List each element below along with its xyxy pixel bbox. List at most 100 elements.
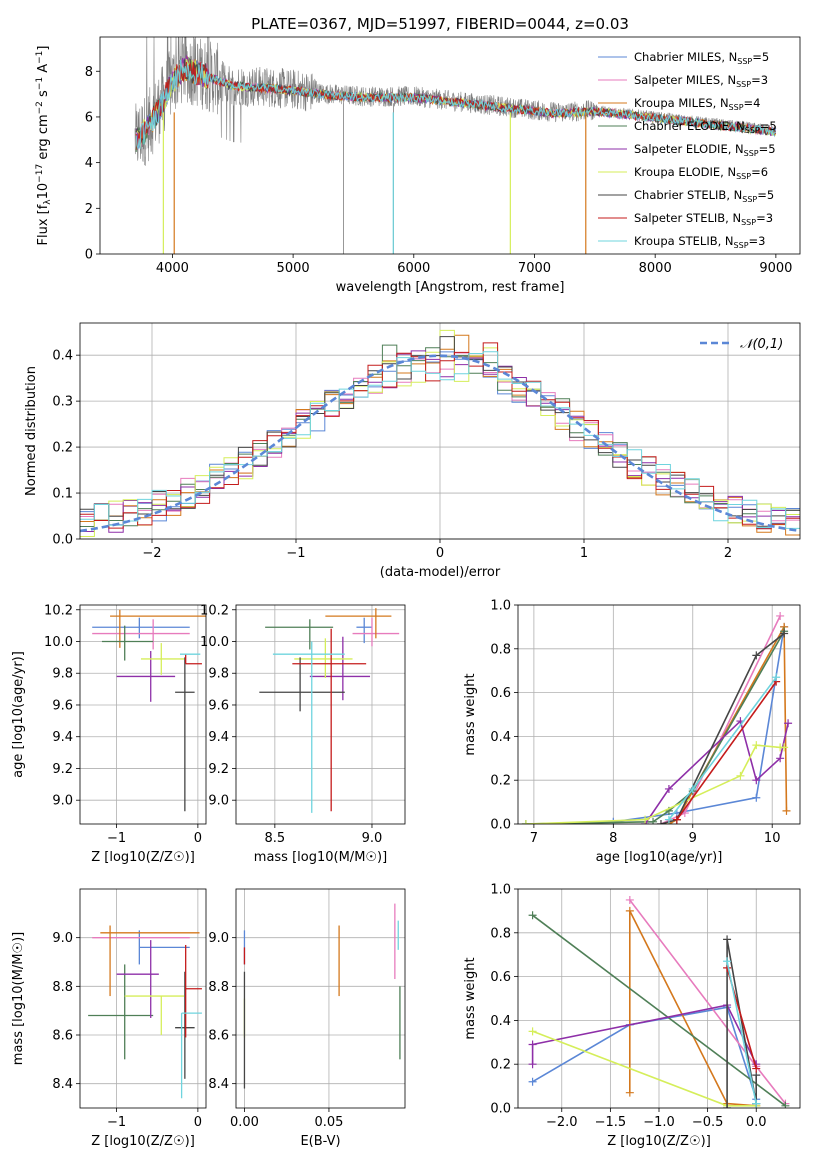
legend-name: Salpeter STELIB, N <box>634 211 741 225</box>
y-label-part: s <box>36 90 51 101</box>
weight-marker-2 <box>625 906 634 915</box>
weight-marker-3 <box>781 1101 790 1108</box>
axes-frame <box>235 604 406 825</box>
tick-label-y: 8 <box>85 65 93 80</box>
legend-name: Kroupa MILES, N <box>634 96 729 110</box>
tick-label-y: 9.0 <box>208 931 229 946</box>
tick-label-y: 0.6 <box>490 970 511 985</box>
weight-marker-2 <box>782 806 791 815</box>
axes-mass-weight-vs-Z: −2.0 −1.5 −1.0 −0.5 0.0 0.0 0.2 0.4 0.6 0.8 1.0 Z [… <box>463 883 801 1149</box>
plot-area-mass-vs-EBV <box>243 903 401 1089</box>
tick-label-x: 2 <box>724 546 732 561</box>
tick-label-x: 8.5 <box>265 831 286 846</box>
legend-label-0: Chabrier MILES, NSSP=5 <box>634 50 769 66</box>
weight-line-3 <box>525 630 785 824</box>
weight-marker-8 <box>723 957 732 966</box>
plot-area-residuals <box>80 329 800 537</box>
tick-label-y: 0.3 <box>52 395 73 410</box>
legend-label-1: Salpeter MILES, NSSP=3 <box>634 73 768 89</box>
legend-label-4: Salpeter ELODIE, NSSP=5 <box>634 142 776 158</box>
page-title: PLATE=0367, MJD=51997, FIBERID=0044, z=0… <box>251 15 629 33</box>
legend-sub: SSP <box>745 126 760 135</box>
legend-nssp: =3 <box>751 73 768 87</box>
x-axis-label: age [log10(age/yr)] <box>596 850 723 865</box>
y-label-part: −2 <box>35 101 45 114</box>
legend-nssp: =4 <box>744 96 761 110</box>
legend: Chabrier MILES, NSSP=5 Salpeter MILES, NS… <box>598 50 777 250</box>
axes-mass-vs-Z: −1 0 8.4 8.6 8.8 9.0 Z [log10(Z/Z☉)] mass [log1… <box>11 888 207 1149</box>
tick-label-y: 8.8 <box>52 980 73 995</box>
axes-age-vs-mass: 8.5 9.0 9.0 9.2 9.4 9.6 9.8 10.0 10.2 mass [log10… <box>200 603 406 865</box>
tick-label-x: 0 <box>194 831 202 846</box>
tick-label-y: 9.4 <box>208 730 229 745</box>
weight-marker-8 <box>772 673 781 682</box>
legend-name: Kroupa ELODIE, N <box>634 165 736 179</box>
tick-label-x: −2 <box>142 546 161 561</box>
weight-marker-6 <box>723 1104 732 1108</box>
plot-area-mass-weight-vs-Z <box>528 895 790 1108</box>
tick-label-y: 0.4 <box>490 730 511 745</box>
weight-marker-5 <box>736 771 745 780</box>
tick-label-x: 9 <box>689 831 697 846</box>
legend-sub: SSP <box>737 57 752 66</box>
tick-label-y: 9.0 <box>52 794 73 809</box>
x-axis-label: wavelength [Angstrom, rest frame] <box>336 280 565 295</box>
tick-label-y: 8.4 <box>208 1077 229 1092</box>
y-label-part: ] <box>36 46 51 51</box>
weight-line-1 <box>660 615 781 824</box>
axes-frame <box>79 322 801 540</box>
tick-label-y: 8.6 <box>208 1029 229 1044</box>
weight-line-2 <box>668 623 788 824</box>
tick-label-y: 8.6 <box>52 1029 73 1044</box>
tick-label-y: 0.2 <box>490 774 511 789</box>
tick-label-x: 0 <box>436 546 444 561</box>
legend-sub: SSP <box>736 80 751 89</box>
legend-sub: SSP <box>741 218 756 227</box>
y-axis-label: Normed distribution <box>24 366 39 496</box>
tick-label-y: 0.4 <box>490 1014 511 1029</box>
weight-marker-4 <box>664 784 673 793</box>
tick-label-y: 9.0 <box>52 931 73 946</box>
legend-nssp: =5 <box>752 50 769 64</box>
y-axis-label: mass [log10(M/M☉)] <box>11 932 26 1065</box>
weight-line-6 <box>726 939 758 1108</box>
weight-marker-4 <box>784 719 793 728</box>
x-axis-label: (data-model)/error <box>380 565 501 580</box>
weight-marker-5 <box>528 1027 537 1036</box>
y-label-part: Flux [f <box>36 204 51 245</box>
weight-marker-0 <box>752 793 761 802</box>
weight-marker-6 <box>723 935 732 944</box>
axes-age-vs-Z: −1 0 9.0 9.2 9.4 9.6 9.8 10.0 10.2 Z [log10(Z/Z☉)… <box>11 603 207 865</box>
legend-nssp: =6 <box>751 165 768 179</box>
axes-frame <box>517 604 801 825</box>
plot-area-mass-vs-Z <box>88 925 202 1099</box>
tick-label-y: 0 <box>85 248 93 263</box>
y-label-part: 10 <box>36 183 51 200</box>
legend-name: Salpeter ELODIE, N <box>634 142 744 156</box>
y-axis-label: mass weight <box>463 673 478 755</box>
legend-label-normal: 𝒩(0,1) <box>740 337 783 352</box>
tick-label-y: 10.0 <box>200 635 229 650</box>
weight-marker-1 <box>625 895 634 904</box>
legend-sub: SSP <box>742 195 757 204</box>
weight-marker-1 <box>776 611 785 620</box>
weight-line-7 <box>676 681 777 821</box>
tick-label-y: 9.6 <box>52 698 73 713</box>
legend-nssp: =5 <box>760 119 777 133</box>
tick-label-y: 10.2 <box>200 603 229 618</box>
y-label-part: −1 <box>35 77 45 90</box>
axes-frame <box>79 604 207 825</box>
x-axis-label: E(B-V) <box>300 1134 340 1149</box>
y-axis-label: Flux [fλ10−17 erg cm−2 s−1 A−1] <box>35 46 53 246</box>
weight-marker-0 <box>528 1077 537 1086</box>
weight-marker-6 <box>656 820 665 824</box>
weight-marker-8 <box>664 815 673 824</box>
tick-label-x: 0.05 <box>314 1115 343 1130</box>
axes-frame <box>235 888 406 1109</box>
normal-reference-curve <box>80 354 800 533</box>
weight-marker-8 <box>752 1099 761 1108</box>
y-label-part: −17 <box>35 164 45 183</box>
legend-name: Chabrier STELIB, N <box>634 188 742 202</box>
tick-label-y: 0.8 <box>490 642 511 657</box>
tick-label-y: 0.2 <box>52 441 73 456</box>
